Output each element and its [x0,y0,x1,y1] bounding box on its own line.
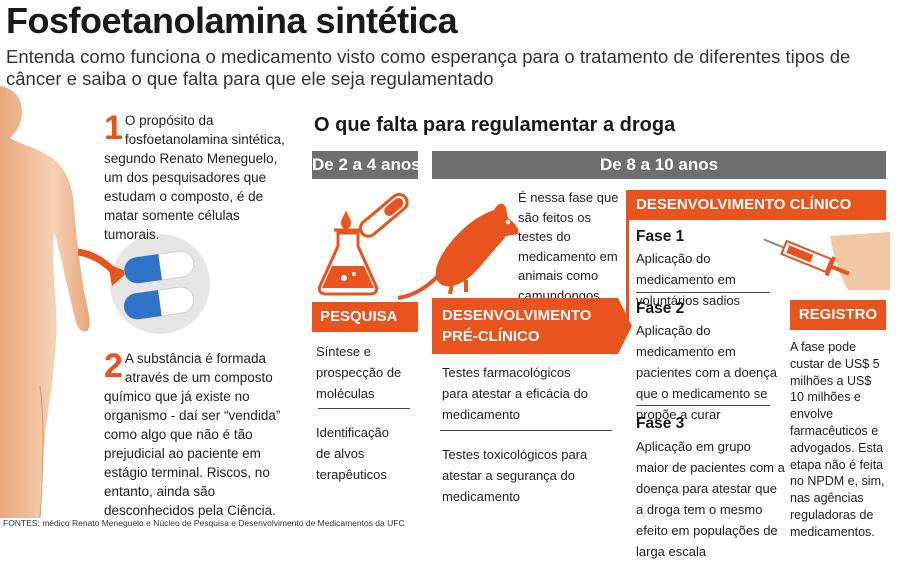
timeline-bar-8-10-years: De 8 a 10 anos [432,151,886,179]
pesquisa-divider [318,408,410,409]
human-body-illustration [0,86,90,518]
preclinico-item-2: Testes toxicológicos para atestar a segu… [442,447,588,504]
fase-1-text: Aplicação do medicamento em voluntários … [636,251,741,308]
fase-1-title: Fase 1 [636,228,685,245]
syringe-icon [763,232,890,290]
preclinico-label-line-2: PRÉ-CLÍNICO [442,328,540,345]
fase-2-title: Fase 2 [636,300,685,317]
preclinico-item-1: Testes farmacológicos para atestar a efi… [442,365,588,422]
preclinico-label-line-1: DESENVOLVIMENTO [442,307,592,324]
fase-3-title: Fase 3 [636,415,685,432]
registro-text: A fase pode custar de US$ 5 milhões a US… [790,340,885,539]
rat-icon [397,203,519,300]
preclinico-divider [440,430,612,431]
page-title: Fosfoetanolamina sintética [6,0,458,41]
pesquisa-label: PESQUISA [312,302,418,332]
registro-label: REGISTRO [790,300,886,330]
preclinico-label: DESENVOLVIMENTO PRÉ-CLÍNICO [432,298,618,354]
test-tube-icon [358,193,409,238]
capsules-icon [78,234,210,334]
preclinico-arrow [618,298,632,354]
clinico-connector [626,198,629,328]
fase-1-divider [636,292,770,293]
page-subtitle: Entenda como funciona o medicamento vist… [6,46,851,89]
point-2-text: A substância é formada através de um com… [104,351,281,518]
section-title: O que falta para regulamentar a droga [314,114,676,136]
timeline-bar-2-4-years: De 2 a 4 anos [312,151,421,179]
clinico-label: DESENVOLVIMENTO CLÍNICO [626,190,886,220]
flask-icon [317,210,379,296]
point-1-text: O propósito da fosfoetanolamina sintétic… [104,113,285,242]
preclinico-note: É nessa fase que são feitos os testes do… [518,190,619,303]
pesquisa-item-2: Identificação de alvos terapêuticos [316,425,389,482]
fase-2-text: Aplicação do medicamento em pacientes co… [636,323,777,422]
point-1-number: 1 [104,109,123,147]
footer-sources: FONTES: médico Renato Meneguelo e Núcleo… [3,518,405,528]
fase-2-divider [636,405,770,406]
fase-3-text: Aplicação em grupo maior de pacientes co… [636,439,785,559]
point-2-number: 2 [104,347,123,385]
pesquisa-item-1: Síntese e prospecção de moléculas [316,344,402,401]
